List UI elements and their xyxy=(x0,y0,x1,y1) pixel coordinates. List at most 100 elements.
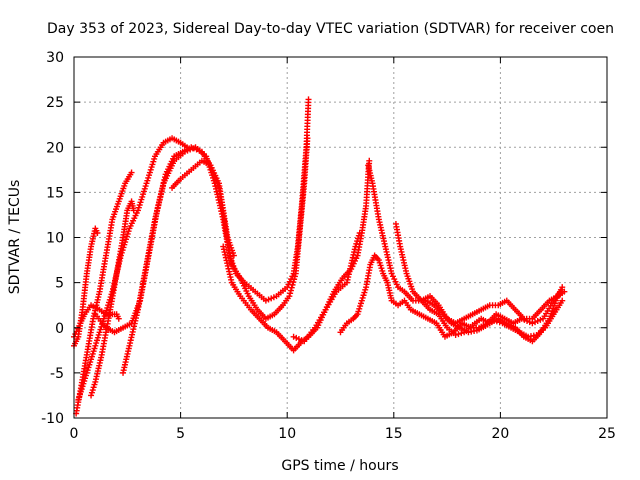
data-point xyxy=(80,380,87,387)
data-point xyxy=(149,161,156,168)
data-point xyxy=(120,244,127,251)
data-point xyxy=(354,235,361,242)
data-point xyxy=(138,196,145,203)
data-point xyxy=(360,292,367,299)
x-tick-label: 0 xyxy=(70,426,79,442)
data-point xyxy=(392,278,399,285)
data-point xyxy=(455,331,462,338)
data-point xyxy=(124,230,131,237)
y-tick-label: 20 xyxy=(46,140,64,156)
data-point xyxy=(557,286,564,293)
data-point xyxy=(115,315,122,322)
data-point xyxy=(82,372,89,379)
data-point xyxy=(79,383,86,390)
y-tick-label: 0 xyxy=(55,321,64,337)
data-point xyxy=(94,337,101,344)
data-point xyxy=(291,273,298,280)
x-tick-label: 5 xyxy=(176,426,185,442)
data-point xyxy=(103,307,110,314)
data-point xyxy=(357,300,364,307)
y-tick-labels: -10 -5 0 5 10 15 20 25 30 xyxy=(41,50,64,427)
data-point xyxy=(203,153,210,160)
data-point xyxy=(106,296,113,303)
x-axis-title: GPS time / hours xyxy=(281,458,398,474)
data-point xyxy=(288,284,295,291)
data-point xyxy=(85,364,92,371)
data-point xyxy=(76,394,83,401)
data-point xyxy=(140,188,147,195)
data-point xyxy=(94,229,101,236)
series-arc-4 xyxy=(73,169,135,417)
data-point xyxy=(376,259,383,266)
ticks xyxy=(73,56,608,419)
data-point xyxy=(561,288,568,295)
data-point xyxy=(355,308,362,315)
y-tick-label: 5 xyxy=(55,276,64,292)
data-point xyxy=(117,252,124,259)
data-point xyxy=(87,359,94,366)
data-point xyxy=(304,135,311,142)
data-point xyxy=(75,396,82,403)
data-point xyxy=(119,247,126,254)
data-point xyxy=(289,281,296,288)
chart-title: Day 353 of 2023, Sidereal Day-to-day VTE… xyxy=(47,21,614,37)
data-point xyxy=(125,228,132,235)
data-point xyxy=(496,319,503,326)
data-point xyxy=(204,155,211,162)
data-point xyxy=(361,289,368,296)
data-point xyxy=(134,207,141,214)
data-point xyxy=(491,317,498,324)
data-point xyxy=(379,267,386,274)
data-point xyxy=(146,172,153,179)
data-point xyxy=(90,384,97,391)
data-point xyxy=(91,345,98,352)
data-point xyxy=(107,294,114,301)
data-point xyxy=(102,310,109,317)
data-point xyxy=(142,183,149,190)
data-point xyxy=(88,353,95,360)
data-point xyxy=(359,294,366,301)
data-point xyxy=(94,334,101,341)
data-point xyxy=(78,386,85,393)
data-point xyxy=(375,257,382,264)
data-point xyxy=(286,293,293,300)
data-point xyxy=(458,330,465,337)
data-point xyxy=(366,157,373,164)
data-point xyxy=(108,291,115,298)
data-point xyxy=(287,287,294,294)
data-point xyxy=(137,199,144,206)
data-point xyxy=(356,229,363,236)
data-point xyxy=(104,304,111,311)
x-tick-label: 20 xyxy=(491,426,509,442)
data-point xyxy=(493,318,500,325)
y-tick-label: -10 xyxy=(41,411,64,427)
data-point xyxy=(143,180,150,187)
data-point xyxy=(88,389,95,396)
data-point xyxy=(145,174,152,181)
series-arc-10 xyxy=(290,229,363,345)
y-tick-label: 15 xyxy=(46,185,64,201)
data-point xyxy=(105,302,112,309)
data-point xyxy=(388,270,395,277)
data-point xyxy=(123,233,130,240)
y-tick-label: -5 xyxy=(50,366,64,382)
data-point xyxy=(136,202,143,209)
data-point xyxy=(358,297,365,304)
data-point xyxy=(377,262,384,269)
data-point xyxy=(148,164,155,171)
data-point xyxy=(81,377,88,384)
data-point xyxy=(354,238,361,245)
data-point xyxy=(356,305,363,312)
data-point xyxy=(559,284,566,291)
y-tick-label: 25 xyxy=(46,95,64,111)
data-point xyxy=(101,313,108,320)
data-point xyxy=(139,193,146,200)
data-point xyxy=(76,391,83,398)
data-point xyxy=(389,273,396,280)
data-point xyxy=(93,340,100,347)
data-point xyxy=(357,303,364,310)
data-point xyxy=(144,177,151,184)
data-point xyxy=(121,241,128,248)
